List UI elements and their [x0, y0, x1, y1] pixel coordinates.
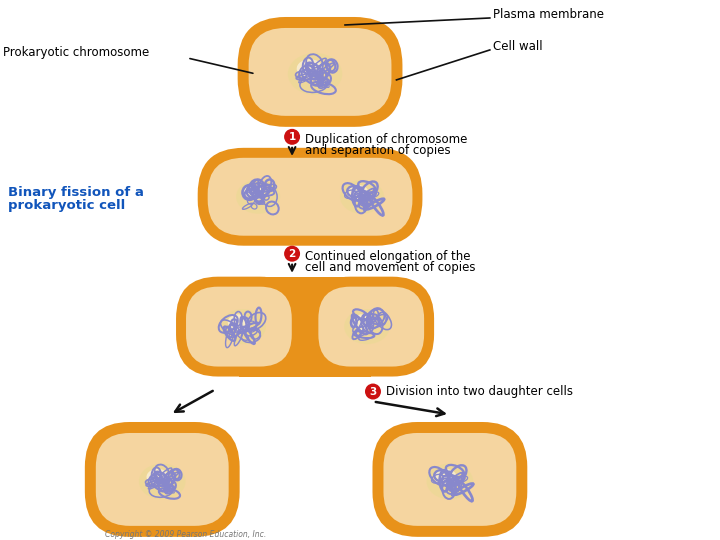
Text: Division into two daughter cells: Division into two daughter cells [386, 385, 573, 398]
FancyBboxPatch shape [85, 422, 240, 537]
Text: Duplication of chromosome: Duplication of chromosome [305, 133, 467, 146]
FancyBboxPatch shape [198, 148, 423, 246]
Text: 3: 3 [369, 387, 377, 397]
FancyBboxPatch shape [308, 276, 434, 376]
Circle shape [284, 246, 300, 262]
Ellipse shape [434, 469, 456, 485]
Text: Plasma membrane: Plasma membrane [492, 9, 604, 22]
Text: 1: 1 [289, 132, 296, 143]
Text: Copyright © 2009 Pearson Education, Inc.: Copyright © 2009 Pearson Education, Inc. [105, 530, 266, 539]
Ellipse shape [347, 185, 369, 200]
Ellipse shape [146, 469, 169, 485]
FancyBboxPatch shape [372, 422, 527, 537]
Ellipse shape [288, 53, 342, 95]
Ellipse shape [426, 463, 473, 500]
Bar [239, 276, 372, 376]
Ellipse shape [236, 180, 280, 214]
FancyBboxPatch shape [238, 17, 402, 127]
FancyBboxPatch shape [384, 433, 516, 526]
Text: cell and movement of copies: cell and movement of copies [305, 261, 476, 274]
FancyBboxPatch shape [186, 287, 292, 367]
Ellipse shape [139, 463, 186, 500]
Ellipse shape [297, 59, 323, 78]
Text: Cell wall: Cell wall [492, 40, 542, 53]
FancyBboxPatch shape [176, 276, 302, 376]
Ellipse shape [344, 309, 390, 344]
Circle shape [284, 129, 300, 145]
Ellipse shape [351, 314, 374, 330]
Text: Prokaryotic chromosome: Prokaryotic chromosome [4, 46, 150, 59]
Text: and separation of copies: and separation of copies [305, 144, 451, 157]
Text: Binary fission of a: Binary fission of a [9, 186, 144, 199]
Circle shape [365, 383, 381, 400]
Bar [297, 287, 313, 367]
FancyBboxPatch shape [96, 433, 229, 526]
FancyBboxPatch shape [248, 28, 392, 116]
Ellipse shape [340, 180, 384, 214]
Text: prokaryotic cell: prokaryotic cell [9, 199, 126, 212]
Ellipse shape [228, 314, 250, 330]
Ellipse shape [220, 309, 266, 344]
Text: 2: 2 [289, 249, 296, 259]
FancyBboxPatch shape [318, 287, 424, 367]
Text: Continued elongation of the: Continued elongation of the [305, 250, 471, 263]
FancyBboxPatch shape [207, 158, 413, 236]
Ellipse shape [243, 185, 264, 200]
